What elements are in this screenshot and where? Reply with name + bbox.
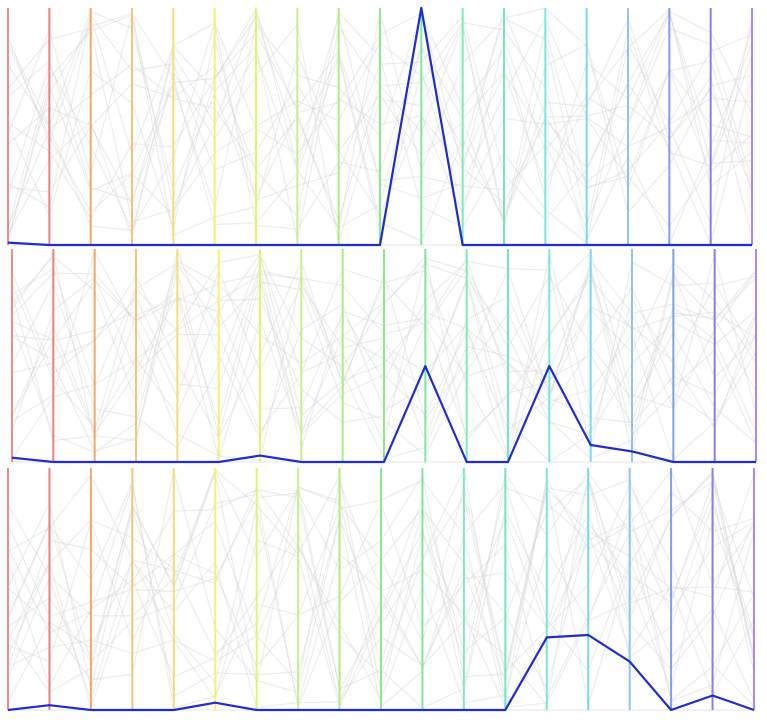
chart-panel-1 (7, 6, 753, 247)
chart-panel-2 (11, 248, 757, 464)
series-line-1 (7, 633, 755, 712)
series-line-1 (7, 6, 752, 247)
chart-panel-3 (7, 466, 755, 712)
series-line-1 (11, 365, 756, 464)
